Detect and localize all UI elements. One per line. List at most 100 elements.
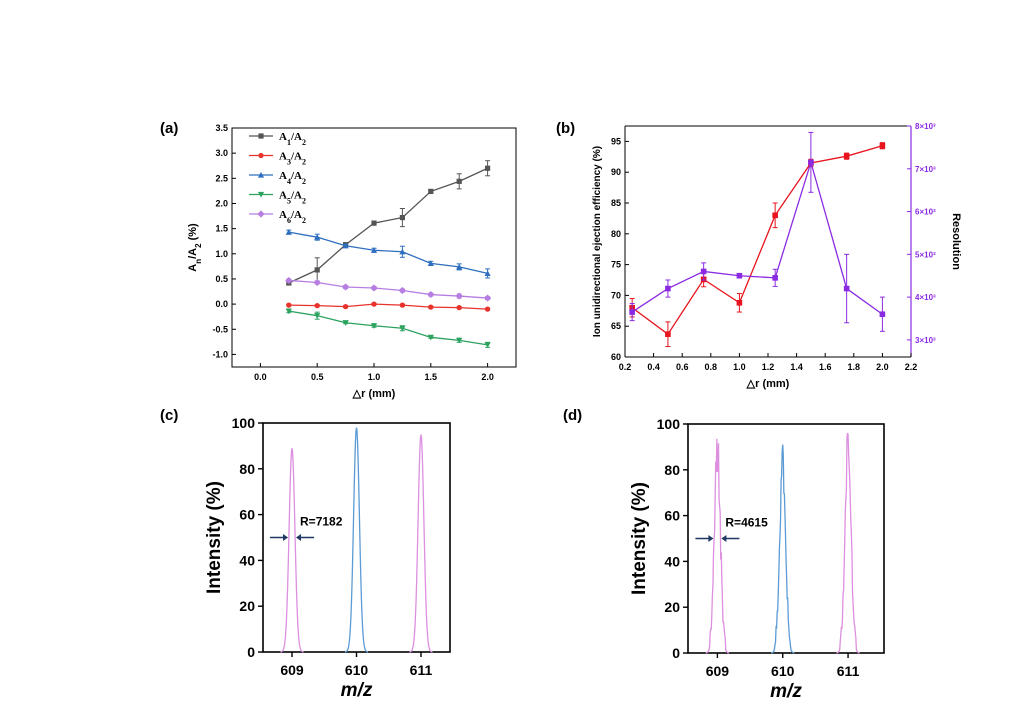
- data-point: [314, 313, 321, 319]
- series-a6-a2: A6/A2: [249, 209, 492, 302]
- data-point: [879, 311, 886, 318]
- data-point: [456, 263, 463, 270]
- data-point: [314, 303, 320, 309]
- data-point: [629, 309, 635, 315]
- legend-label-part: 4: [287, 177, 291, 186]
- y2-tick-label: 5×10³: [915, 250, 936, 259]
- x-tick-label: 2.0: [481, 372, 494, 382]
- x-tick-label: 1.2: [762, 362, 775, 372]
- data-point: [456, 178, 462, 184]
- y-tick-label: -0.5: [212, 324, 228, 334]
- data-point: [285, 276, 293, 285]
- legend-label-part: 5: [287, 196, 291, 205]
- data-point: [455, 292, 463, 300]
- spectrum-peak: [409, 434, 433, 653]
- spectrum-line: [770, 444, 795, 654]
- legend-label-part: 2: [302, 157, 306, 166]
- data-point: [399, 248, 406, 255]
- legend-marker: [258, 152, 264, 159]
- data-point: [428, 304, 434, 310]
- x-tick-label: 611: [837, 663, 860, 679]
- y-axis-title: Ion unidirectional ejection efficiency (…: [592, 146, 603, 337]
- y-tick-label: 20: [664, 599, 680, 615]
- series-resolution: [629, 131, 886, 332]
- spectrum-peak: [836, 432, 860, 654]
- data-point: [843, 285, 850, 292]
- arrow-left-head: [283, 534, 289, 541]
- data-point: [843, 153, 850, 159]
- legend-label-part: 2: [302, 138, 306, 147]
- data-point: [314, 234, 321, 240]
- y-tick-label: 95: [611, 136, 621, 146]
- legend-label: A1/A2: [279, 131, 306, 147]
- x-tick-label: 1.8: [848, 362, 861, 372]
- legend-label-part: A: [279, 190, 287, 202]
- y-tick-label: 100: [232, 415, 256, 431]
- panel-label-c: (c): [160, 407, 178, 424]
- x-tick-label: 609: [280, 662, 304, 678]
- data-point: [427, 290, 435, 299]
- data-point: [427, 334, 434, 341]
- series-a5-a2: A5/A2: [249, 190, 491, 348]
- x-tick-label: 1.5: [425, 372, 438, 382]
- arrow-right-head: [721, 535, 727, 542]
- y-tick-label: 0: [672, 645, 680, 661]
- panel-label-b: (b): [556, 120, 575, 137]
- data-point: [398, 286, 406, 295]
- arrow-right-head: [296, 534, 302, 541]
- chart-d: 609 610 611 0 20 40 60 80 100 m/z Intensity (%) R=4…: [629, 416, 885, 702]
- series-line: [288, 167, 488, 284]
- data-point: [772, 212, 778, 219]
- fwhm-arrows: [270, 534, 315, 541]
- fwhm-arrows: [695, 535, 740, 542]
- plot-frame: [687, 423, 885, 654]
- data-point: [456, 305, 462, 311]
- legend-label-part: 1: [287, 138, 291, 147]
- legend-label-part: 2: [302, 177, 306, 186]
- y-axis-title-part: A: [187, 264, 199, 272]
- x-tick-label: 1.4: [790, 362, 803, 372]
- legend-label-part: A: [279, 209, 287, 221]
- series-line: [631, 160, 883, 315]
- y-axis-title-part: (%): [187, 223, 199, 244]
- spectrum-peak: [705, 438, 730, 654]
- resolution-annotation: R=4615: [725, 516, 768, 530]
- y-tick-label: 40: [664, 553, 680, 569]
- x-tick-label: 2.2: [905, 362, 918, 372]
- data-point: [484, 342, 491, 348]
- legend-label-part: 3: [287, 157, 291, 166]
- data-point: [428, 188, 434, 194]
- x-tick-label: 0.2: [619, 362, 632, 372]
- data-point: [371, 220, 377, 226]
- legend-label-part: /A: [290, 151, 302, 163]
- data-point: [314, 267, 320, 273]
- y-tick-label: 1.5: [215, 224, 228, 234]
- data-point: [285, 308, 292, 315]
- legend-label: A6/A2: [279, 209, 306, 225]
- data-point: [427, 260, 434, 266]
- y-tick-label: 60: [611, 352, 621, 362]
- series-line: [288, 231, 488, 275]
- x-tick-label: 2.0: [876, 362, 889, 372]
- legend-marker: [257, 171, 265, 178]
- data-point: [485, 306, 491, 312]
- y-axis-title-part: n: [194, 259, 203, 264]
- y-axis-title: An/A2 (%): [187, 223, 203, 272]
- y2-tick-label: 6×10³: [915, 208, 936, 217]
- spectrum-peak: [770, 444, 795, 654]
- x-tick-label: 609: [706, 663, 730, 679]
- y-axis-title: Intensity (%): [629, 482, 650, 595]
- data-point: [370, 284, 378, 292]
- data-point: [342, 320, 349, 326]
- x-axis-title: △r (mm): [746, 378, 790, 390]
- x-tick-label: 0.5: [311, 372, 324, 382]
- y-tick-label: 80: [239, 461, 255, 477]
- data-point: [736, 272, 743, 279]
- data-point: [456, 337, 463, 344]
- spectrum-line: [409, 434, 433, 653]
- x-tick-label: 1.0: [368, 372, 381, 382]
- x-tick-label: 0.8: [705, 362, 718, 372]
- y2-tick-label: 8×10³: [915, 122, 936, 131]
- y-tick-label: 60: [664, 508, 680, 524]
- legend-label-part: A: [279, 131, 287, 143]
